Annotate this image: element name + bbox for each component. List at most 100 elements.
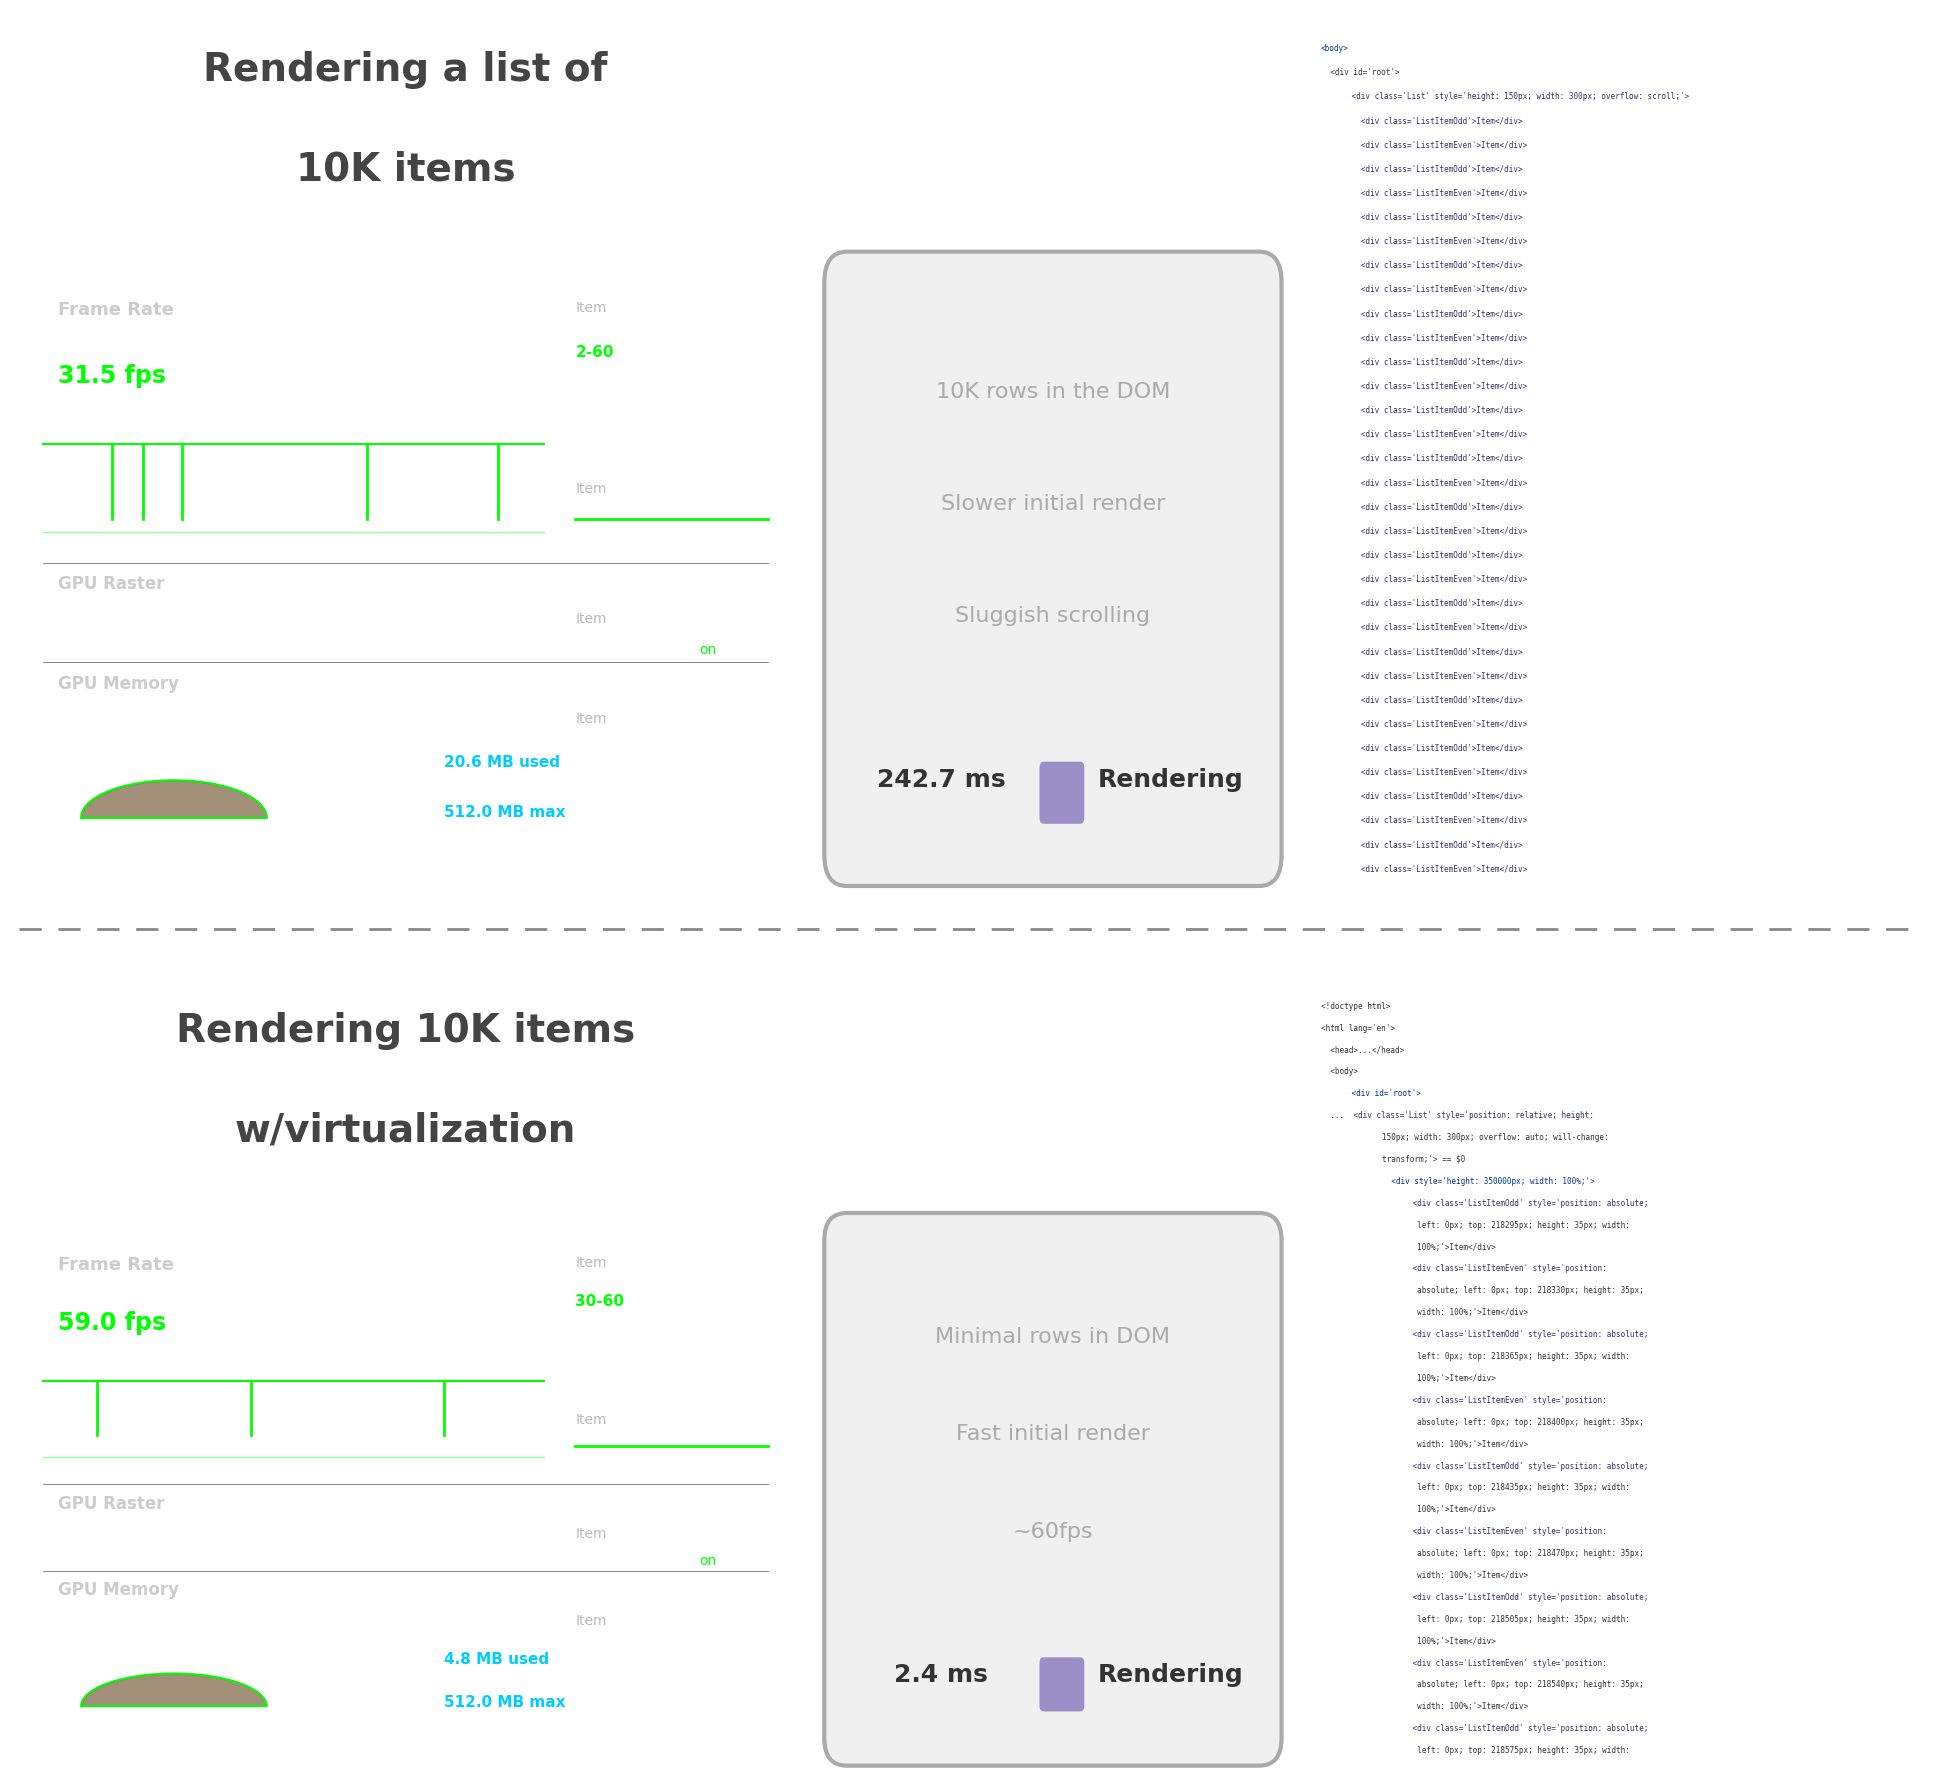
Text: width: 100%;'>Item</div>: width: 100%;'>Item</div> <box>1357 1572 1528 1581</box>
Text: transform;'> == $0: transform;'> == $0 <box>1345 1156 1466 1165</box>
Text: 31.5 fps: 31.5 fps <box>58 364 165 388</box>
Text: width: 100%;'>Item</div>: width: 100%;'>Item</div> <box>1357 1702 1528 1712</box>
Text: 100%;'>Item</div>: 100%;'>Item</div> <box>1357 1374 1495 1383</box>
Text: 10K items: 10K items <box>295 151 515 188</box>
Text: <div class='ListItemOdd' style='position: absolute;: <div class='ListItemOdd' style='position… <box>1357 1330 1649 1339</box>
Text: <div class='ListItemOdd'>Item</div>: <div class='ListItemOdd'>Item</div> <box>1334 357 1522 366</box>
Text: <div id='root'>: <div id='root'> <box>1320 68 1400 76</box>
Text: left: 0px; top: 218575px; height: 35px; width:: left: 0px; top: 218575px; height: 35px; … <box>1357 1746 1629 1755</box>
Text: <div class='ListItemEven'>Item</div>: <div class='ListItemEven'>Item</div> <box>1334 478 1526 487</box>
Text: Minimal rows in DOM: Minimal rows in DOM <box>935 1326 1170 1346</box>
Text: on: on <box>698 1554 715 1568</box>
Text: <head>...</head>: <head>...</head> <box>1320 1045 1404 1054</box>
Text: <!doctype html>: <!doctype html> <box>1320 1001 1390 1010</box>
FancyBboxPatch shape <box>1040 761 1085 823</box>
Text: <div class='ListItemOdd' style='position: absolute;: <div class='ListItemOdd' style='position… <box>1357 1462 1649 1470</box>
Text: width: 100%;'>Item</div>: width: 100%;'>Item</div> <box>1357 1440 1528 1449</box>
Text: Frame Rate: Frame Rate <box>58 1257 173 1275</box>
Text: left: 0px; top: 218435px; height: 35px; width:: left: 0px; top: 218435px; height: 35px; … <box>1357 1483 1629 1492</box>
Text: <div class='ListItemOdd'>Item</div>: <div class='ListItemOdd'>Item</div> <box>1334 599 1522 608</box>
Text: Item: Item <box>575 1257 607 1269</box>
Text: <div class='ListItemEven' style='position:: <div class='ListItemEven' style='positio… <box>1357 1396 1608 1405</box>
Text: <div class='ListItemOdd' style='position: absolute;: <div class='ListItemOdd' style='position… <box>1357 1593 1649 1602</box>
Text: GPU Memory: GPU Memory <box>58 1581 179 1600</box>
Text: Item: Item <box>575 1414 607 1428</box>
Text: Sluggish scrolling: Sluggish scrolling <box>955 606 1151 626</box>
Text: <div class='ListItemOdd'>Item</div>: <div class='ListItemOdd'>Item</div> <box>1334 453 1522 462</box>
Text: 2-60: 2-60 <box>575 345 614 359</box>
FancyBboxPatch shape <box>824 1213 1281 1766</box>
Text: 4.8 MB used: 4.8 MB used <box>443 1652 548 1666</box>
Text: <div class='ListItemEven'>Item</div>: <div class='ListItemEven'>Item</div> <box>1334 720 1526 729</box>
Text: Rendering a list of: Rendering a list of <box>204 52 608 89</box>
Text: <div class='ListItemEven'>Item</div>: <div class='ListItemEven'>Item</div> <box>1334 864 1526 873</box>
Text: <div class='ListItemEven'>Item</div>: <div class='ListItemEven'>Item</div> <box>1334 526 1526 535</box>
Text: <div class='ListItemOdd' style='position: absolute;: <div class='ListItemOdd' style='position… <box>1357 1198 1649 1207</box>
Text: left: 0px; top: 218295px; height: 35px; width:: left: 0px; top: 218295px; height: 35px; … <box>1357 1221 1629 1230</box>
Text: GPU Memory: GPU Memory <box>58 674 179 693</box>
Text: ...  <div class='List' style='position: relative; height:: ... <div class='List' style='position: r… <box>1320 1111 1594 1120</box>
FancyBboxPatch shape <box>1040 1657 1085 1712</box>
Text: <div class='ListItemEven'>Item</div>: <div class='ListItemEven'>Item</div> <box>1334 236 1526 245</box>
Text: <div class='ListItemOdd'>Item</div>: <div class='ListItemOdd'>Item</div> <box>1334 551 1522 560</box>
Text: <div class='ListItemEven' style='position:: <div class='ListItemEven' style='positio… <box>1357 1659 1608 1668</box>
Text: left: 0px; top: 218505px; height: 35px; width:: left: 0px; top: 218505px; height: 35px; … <box>1357 1614 1629 1623</box>
Text: 512.0 MB max: 512.0 MB max <box>443 1694 566 1710</box>
Text: <div class='ListItemEven'>Item</div>: <div class='ListItemEven'>Item</div> <box>1334 140 1526 149</box>
Text: GPU Raster: GPU Raster <box>58 574 165 594</box>
Text: <div class='ListItemOdd'>Item</div>: <div class='ListItemOdd'>Item</div> <box>1334 116 1522 124</box>
Text: Rendering 10K items: Rendering 10K items <box>175 1012 636 1049</box>
Text: Item: Item <box>575 482 607 496</box>
Text: <div class='ListItemEven'>Item</div>: <div class='ListItemEven'>Item</div> <box>1334 382 1526 391</box>
Text: <div class='ListItemOdd'>Item</div>: <div class='ListItemOdd'>Item</div> <box>1334 695 1522 704</box>
Text: Item: Item <box>575 1614 607 1629</box>
Text: <div class='ListItemOdd' style='position: absolute;: <div class='ListItemOdd' style='position… <box>1357 1725 1649 1734</box>
Text: Item: Item <box>575 302 607 315</box>
Text: <div class='ListItemEven'>Item</div>: <div class='ListItemEven'>Item</div> <box>1334 768 1526 777</box>
Text: <div class='ListItemOdd'>Item</div>: <div class='ListItemOdd'>Item</div> <box>1334 164 1522 172</box>
Text: ~60fps: ~60fps <box>1013 1522 1093 1542</box>
Text: <div class='ListItemEven'>Item</div>: <div class='ListItemEven'>Item</div> <box>1334 430 1526 439</box>
Text: <div class='ListItemEven'>Item</div>: <div class='ListItemEven'>Item</div> <box>1334 816 1526 825</box>
Text: <div class='ListItemOdd'>Item</div>: <div class='ListItemOdd'>Item</div> <box>1334 309 1522 318</box>
Text: Item: Item <box>575 1527 607 1542</box>
Text: <div class='ListItemEven' style='position:: <div class='ListItemEven' style='positio… <box>1357 1527 1608 1536</box>
Text: <div class='ListItemOdd'>Item</div>: <div class='ListItemOdd'>Item</div> <box>1334 647 1522 656</box>
Text: <div class='ListItemEven'>Item</div>: <div class='ListItemEven'>Item</div> <box>1334 188 1526 197</box>
Text: 20.6 MB used: 20.6 MB used <box>443 756 560 770</box>
Text: <div id='root'>: <div id='root'> <box>1334 1090 1421 1099</box>
Text: 100%;'>Item</div>: 100%;'>Item</div> <box>1357 1243 1495 1252</box>
Text: Rendering: Rendering <box>1098 768 1244 791</box>
Text: <div class='ListItemOdd'>Item</div>: <div class='ListItemOdd'>Item</div> <box>1334 841 1522 850</box>
Text: absolute; left: 0px; top: 218470px; height: 35px;: absolute; left: 0px; top: 218470px; heig… <box>1357 1549 1645 1558</box>
Text: 2.4 ms: 2.4 ms <box>894 1662 988 1687</box>
Text: <div class='ListItemOdd'>Item</div>: <div class='ListItemOdd'>Item</div> <box>1334 405 1522 414</box>
Text: <body>: <body> <box>1320 1067 1357 1076</box>
Text: 100%;'>Item</div>: 100%;'>Item</div> <box>1357 1638 1495 1646</box>
Text: <div class='ListItemOdd'>Item</div>: <div class='ListItemOdd'>Item</div> <box>1334 213 1522 222</box>
FancyBboxPatch shape <box>824 252 1281 885</box>
Text: <div class='ListItemOdd'>Item</div>: <div class='ListItemOdd'>Item</div> <box>1334 743 1522 752</box>
Text: 242.7 ms: 242.7 ms <box>877 768 1005 791</box>
Text: <div class='ListItemEven'>Item</div>: <div class='ListItemEven'>Item</div> <box>1334 622 1526 631</box>
Text: <div style='height: 350000px; width: 100%;'>: <div style='height: 350000px; width: 100… <box>1345 1177 1594 1186</box>
Text: on: on <box>698 644 715 658</box>
Text: Rendering: Rendering <box>1098 1662 1244 1687</box>
Text: <div class='ListItemEven'>Item</div>: <div class='ListItemEven'>Item</div> <box>1334 670 1526 681</box>
Text: <div class='ListItemEven'>Item</div>: <div class='ListItemEven'>Item</div> <box>1334 574 1526 583</box>
Text: <div class='ListItemOdd'>Item</div>: <div class='ListItemOdd'>Item</div> <box>1334 261 1522 270</box>
Text: <div class='List' style='height: 150px; width: 300px; overflow: scroll;'>: <div class='List' style='height: 150px; … <box>1334 92 1689 101</box>
Text: Item: Item <box>575 612 607 626</box>
Text: absolute; left: 0px; top: 218540px; height: 35px;: absolute; left: 0px; top: 218540px; heig… <box>1357 1680 1645 1689</box>
Text: 30-60: 30-60 <box>575 1294 624 1309</box>
Text: 59.0 fps: 59.0 fps <box>58 1310 165 1335</box>
Text: Item: Item <box>575 711 607 725</box>
Text: 150px; width: 300px; overflow: auto; will-change:: 150px; width: 300px; overflow: auto; wil… <box>1345 1133 1608 1141</box>
Text: absolute; left: 0px; top: 218400px; height: 35px;: absolute; left: 0px; top: 218400px; heig… <box>1357 1417 1645 1426</box>
Text: <div class='ListItemEven' style='position:: <div class='ListItemEven' style='positio… <box>1357 1264 1608 1273</box>
Text: Frame Rate: Frame Rate <box>58 302 173 320</box>
Text: absolute; left: 0px; top: 218330px; height: 35px;: absolute; left: 0px; top: 218330px; heig… <box>1357 1285 1645 1296</box>
Text: 512.0 MB max: 512.0 MB max <box>443 805 566 820</box>
Text: <div class='ListItemEven'>Item</div>: <div class='ListItemEven'>Item</div> <box>1334 284 1526 293</box>
Text: Slower initial render: Slower initial render <box>941 494 1164 514</box>
